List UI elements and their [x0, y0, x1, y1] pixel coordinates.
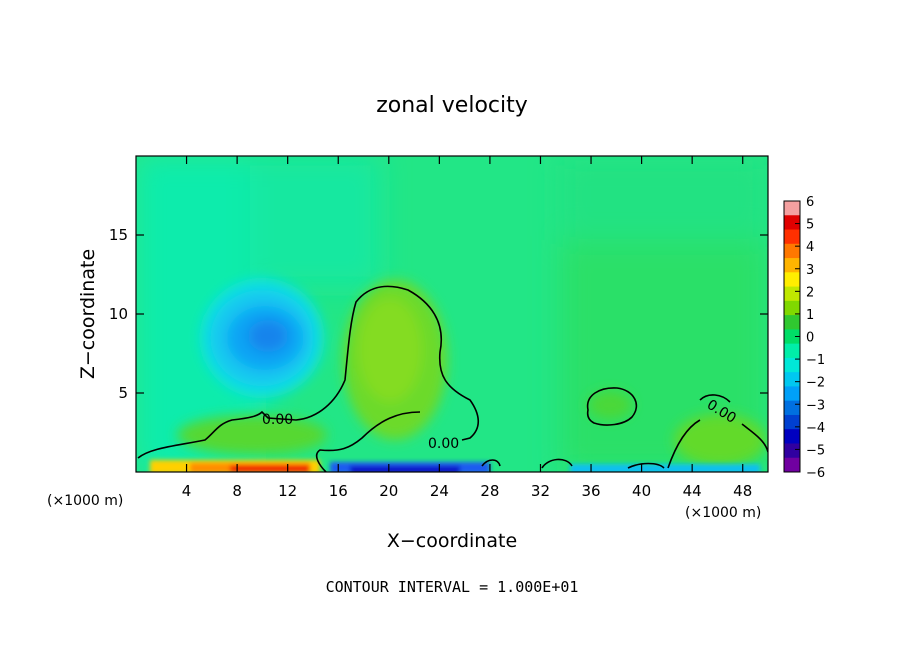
colorbar-label-7: −1 [806, 353, 825, 368]
colorbar-swatch-2 [784, 229, 800, 245]
x-axis-label: X−coordinate [387, 530, 517, 552]
y-axis-label: Z−coordinate [77, 249, 99, 379]
colorbar-swatch-7 [784, 300, 800, 316]
contour-zero-right-oval [586, 387, 638, 426]
colorbar-swatch-4 [784, 258, 800, 273]
colorbar-swatch-12 [784, 372, 800, 387]
contour-label-2: 0.00 [428, 436, 459, 452]
colorbar-swatch-9 [784, 329, 800, 345]
x-tick-label-24: 24 [430, 482, 449, 500]
x-tick-label-48: 48 [733, 482, 752, 500]
colorbar-swatch-10 [784, 343, 800, 359]
colorbar-swatch-11 [784, 357, 800, 373]
colorbar-swatch-8 [784, 315, 800, 330]
y-tick-label-15: 15 [109, 226, 128, 244]
colorbar-label-9: −3 [806, 398, 825, 413]
colorbar-swatch-14 [784, 400, 800, 416]
x-tick-label-40: 40 [632, 482, 651, 500]
y-tick-label-5: 5 [118, 384, 128, 402]
x-tick-label-8: 8 [232, 482, 242, 500]
colorbar-label-11: −5 [806, 443, 825, 458]
colorbar-label-3: 3 [806, 263, 814, 278]
colorbar-swatch-3 [784, 243, 800, 259]
colorbar: 6 5 4 3 2 1 0 −1 −2 −3 −4 −5 −6 [783, 195, 825, 481]
x-tick-label-20: 20 [379, 482, 398, 500]
colorbar-label-10: −4 [806, 421, 825, 436]
colorbar-swatch-15 [784, 414, 800, 430]
x-tick-label-4: 4 [182, 482, 192, 500]
x-tick-label-32: 32 [531, 482, 550, 500]
contour-label-1: 0.00 [262, 412, 293, 428]
contour-zero-small-3 [627, 462, 665, 469]
x-tick-label-16: 16 [329, 482, 348, 500]
colorbar-swatch-6 [784, 286, 800, 302]
x-tick-label-28: 28 [480, 482, 499, 500]
colorbar-label-8: −2 [806, 376, 825, 391]
colorbar-swatch-18 [784, 457, 800, 473]
x-tick-label-36: 36 [581, 482, 600, 500]
x-tick-label-44: 44 [683, 482, 702, 500]
y-axis: 5 10 15 [109, 226, 768, 402]
contour-interval-note: CONTOUR INTERVAL = 1.000E+01 [326, 578, 579, 596]
colorbar-label-2: 4 [806, 240, 814, 255]
heatmap-field: 0.00 0.00 0.00 [136, 156, 768, 472]
colorbar-swatch-0 [784, 201, 800, 216]
x-tick-label-12: 12 [278, 482, 297, 500]
colorbar-swatch-1 [784, 215, 800, 231]
colorbar-swatch-16 [784, 429, 800, 444]
x-axis-unit-right: (×1000 m) [685, 505, 761, 521]
colorbar-label-6: 0 [806, 331, 814, 346]
x-axis: 4 8 12 16 20 24 28 32 36 40 44 48 [182, 156, 752, 500]
colorbar-swatch-5 [784, 272, 800, 288]
colorbar-swatch-13 [784, 386, 800, 402]
contour-zero-right-lobe [667, 394, 768, 469]
y-tick-label-10: 10 [109, 305, 128, 323]
colorbar-swatch-17 [784, 443, 800, 459]
contour-zero-small-1 [481, 459, 501, 467]
chart-title: zonal velocity [376, 93, 528, 118]
colorbar-label-0: 6 [806, 195, 814, 210]
colorbar-label-1: 5 [806, 218, 814, 233]
x-axis-unit-left: (×1000 m) [47, 493, 123, 509]
colorbar-label-4: 2 [806, 285, 814, 300]
contour-zero-main [137, 285, 480, 472]
contour-zero-small-2 [541, 458, 573, 469]
colorbar-label-5: 1 [806, 308, 814, 323]
colorbar-label-12: −6 [806, 466, 825, 481]
contour-lines [137, 285, 768, 472]
